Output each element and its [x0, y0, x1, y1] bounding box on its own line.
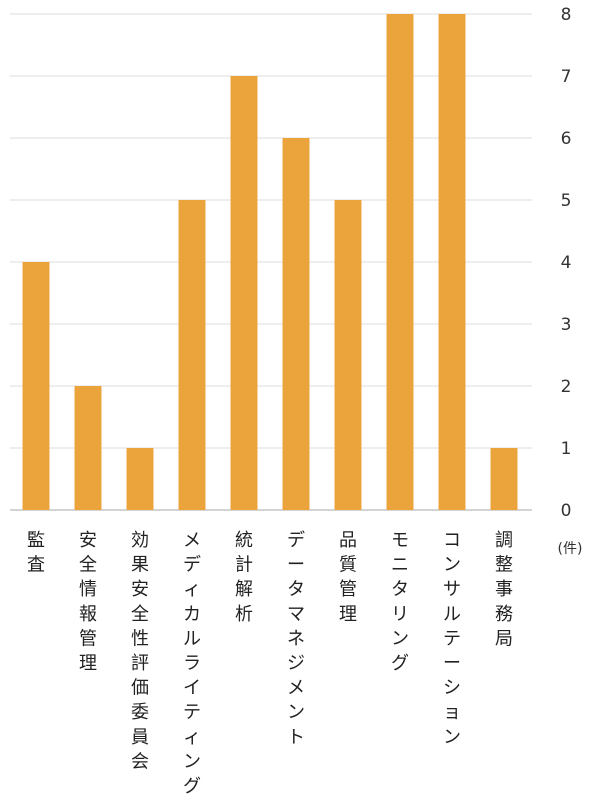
category-labels: 監査 安全情報管理 効果安全性評価委員会 メディカルライティング 統計解析 データマネジメ…	[27, 530, 513, 797]
y-tick-label: 1	[561, 439, 572, 459]
bar	[126, 448, 154, 510]
category-label: 品質管理	[339, 530, 357, 625]
category-label: メディカルライティング	[183, 530, 201, 797]
bar	[386, 14, 414, 510]
category-label: 監査	[27, 530, 45, 576]
category-label: 調整事務局	[495, 530, 513, 649]
category-label: 統計解析	[235, 530, 253, 625]
category-label: コンサルテーション	[443, 530, 461, 748]
bar	[438, 14, 466, 510]
y-tick-label: 0	[561, 501, 572, 521]
bar	[22, 262, 50, 510]
y-tick-label: 2	[561, 377, 572, 397]
category-label: モニタリング	[391, 530, 409, 674]
category-label: 安全情報管理	[79, 530, 97, 674]
y-axis-unit: (件)	[558, 541, 583, 557]
bar	[282, 138, 310, 510]
bars	[22, 14, 518, 510]
y-tick-label: 4	[561, 253, 572, 273]
bar	[490, 448, 518, 510]
category-label: 効果安全性評価委員会	[131, 530, 149, 772]
bar	[178, 200, 206, 510]
category-label: データマネジメント	[287, 530, 305, 748]
y-axis-ticks: 0 1 2 3 4 5 6 7 8	[561, 5, 572, 521]
bar	[334, 200, 362, 510]
bar	[74, 386, 102, 510]
y-tick-label: 8	[561, 5, 572, 25]
bar	[230, 76, 258, 510]
y-tick-label: 6	[561, 129, 572, 149]
y-tick-label: 7	[561, 67, 572, 87]
y-tick-label: 5	[561, 191, 572, 211]
y-tick-label: 3	[561, 315, 572, 335]
